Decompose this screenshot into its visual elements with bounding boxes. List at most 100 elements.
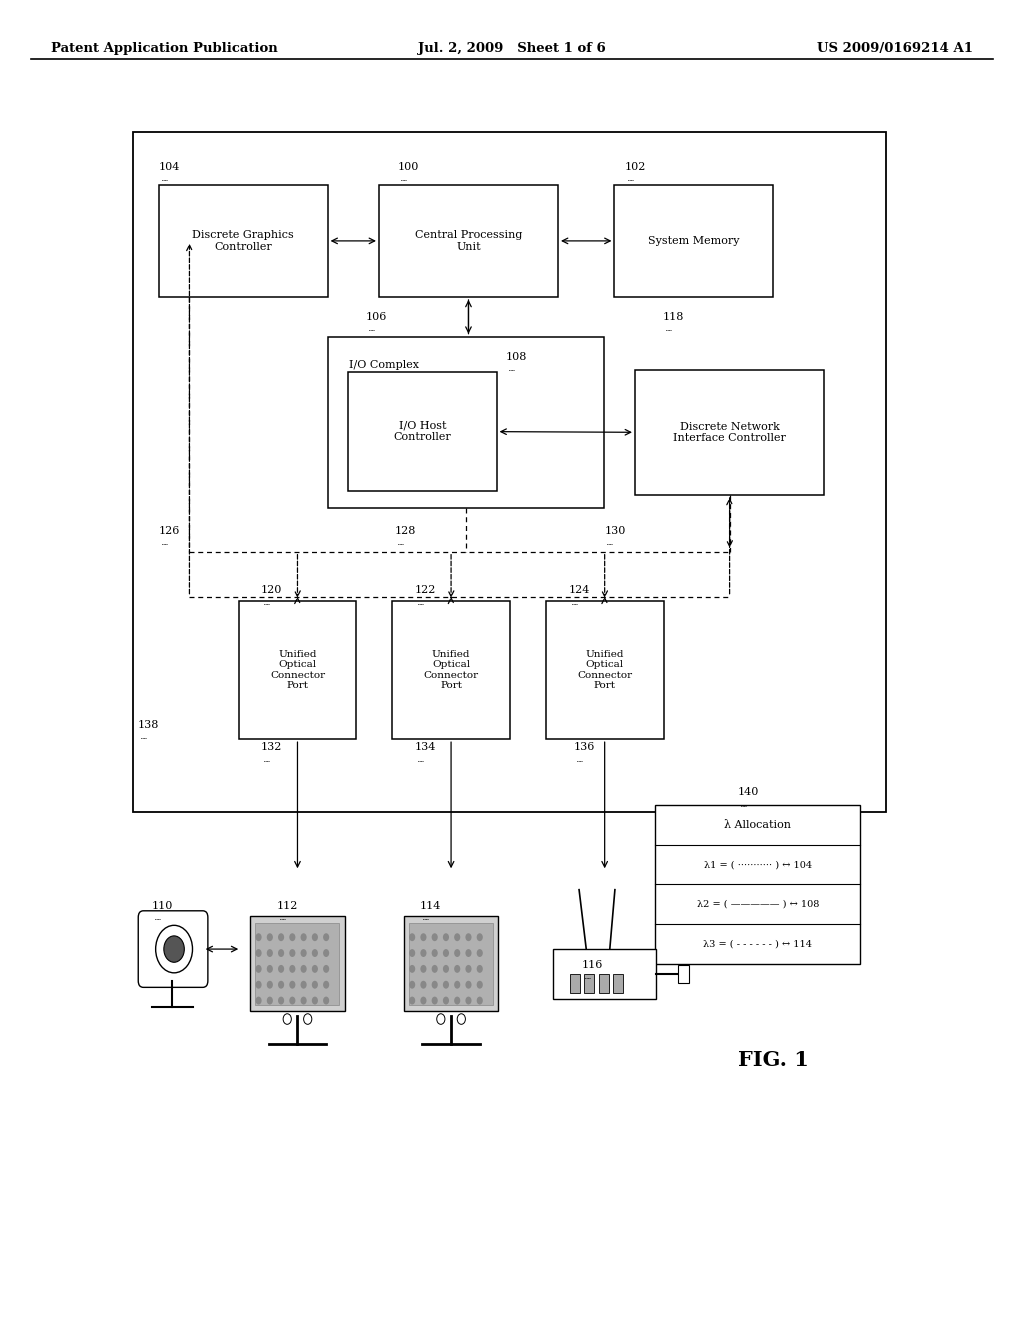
Circle shape [421, 965, 427, 973]
Circle shape [432, 965, 438, 973]
Circle shape [256, 933, 262, 941]
Text: ┈: ┈ [577, 758, 583, 767]
Text: 126: 126 [159, 525, 180, 536]
Text: ┈: ┈ [162, 541, 168, 550]
Text: λ3 = ( - - - - - - ) ↔ 114: λ3 = ( - - - - - - ) ↔ 114 [703, 940, 812, 948]
Text: Central Processing
Unit: Central Processing Unit [415, 230, 522, 252]
Text: FIG. 1: FIG. 1 [737, 1049, 809, 1071]
Text: ┈: ┈ [740, 803, 746, 812]
Text: ┈: ┈ [397, 541, 403, 550]
Text: ┈: ┈ [571, 601, 578, 610]
Circle shape [283, 1014, 292, 1024]
Text: 120: 120 [261, 585, 283, 595]
Bar [410, 923, 494, 1005]
Circle shape [442, 949, 449, 957]
Text: ┈: ┈ [585, 975, 591, 985]
Text: 130: 130 [604, 525, 626, 536]
Circle shape [301, 981, 307, 989]
Circle shape [477, 965, 483, 973]
Bar [635, 370, 824, 495]
Circle shape [409, 933, 416, 941]
Circle shape [312, 981, 318, 989]
Circle shape [432, 933, 438, 941]
Text: Unified
Optical
Connector
Port: Unified Optical Connector Port [424, 649, 478, 690]
Text: 100: 100 [397, 161, 419, 172]
Circle shape [312, 949, 318, 957]
Bar [569, 974, 580, 993]
Text: 104: 104 [159, 161, 180, 172]
Bar [348, 372, 497, 491]
Bar [159, 185, 328, 297]
Text: 112: 112 [276, 900, 298, 911]
Circle shape [256, 949, 262, 957]
Text: ┈: ┈ [400, 177, 407, 186]
Circle shape [312, 997, 318, 1005]
Text: ┈: ┈ [628, 177, 634, 186]
Circle shape [290, 997, 296, 1005]
Circle shape [256, 997, 262, 1005]
Circle shape [465, 965, 472, 973]
Text: 128: 128 [394, 525, 416, 536]
Circle shape [465, 997, 472, 1005]
Text: 106: 106 [366, 312, 387, 322]
Text: 108: 108 [506, 351, 527, 362]
Text: ┈: ┈ [666, 327, 672, 337]
Circle shape [304, 1014, 312, 1024]
Text: 124: 124 [568, 585, 590, 595]
Text: λ1 = ( ··········· ) ↔ 104: λ1 = ( ··········· ) ↔ 104 [703, 861, 812, 869]
Text: 138: 138 [137, 719, 159, 730]
Circle shape [267, 965, 273, 973]
Circle shape [279, 965, 285, 973]
Circle shape [455, 981, 461, 989]
Circle shape [409, 965, 416, 973]
Circle shape [421, 997, 427, 1005]
Text: ┈: ┈ [162, 177, 168, 186]
Text: System Memory: System Memory [648, 236, 739, 246]
Text: 114: 114 [420, 900, 441, 911]
Text: ┈: ┈ [264, 758, 270, 767]
Circle shape [455, 933, 461, 941]
Text: ┈: ┈ [369, 327, 375, 337]
Bar [256, 923, 340, 1005]
Text: 110: 110 [152, 900, 173, 911]
Circle shape [324, 997, 330, 1005]
Text: 132: 132 [261, 742, 283, 752]
Text: λ2 = ( ————— ) ↔ 108: λ2 = ( ————— ) ↔ 108 [696, 900, 819, 908]
Bar [598, 974, 608, 993]
Text: 102: 102 [625, 161, 646, 172]
Text: Unified
Optical
Connector
Port: Unified Optical Connector Port [270, 649, 325, 690]
Circle shape [465, 981, 472, 989]
Circle shape [409, 981, 416, 989]
Text: ┈: ┈ [423, 916, 429, 925]
Circle shape [455, 997, 461, 1005]
Circle shape [457, 1014, 465, 1024]
Text: ┈: ┈ [418, 601, 424, 610]
Circle shape [301, 997, 307, 1005]
Text: ┈: ┈ [155, 916, 161, 925]
Bar [546, 601, 664, 739]
Text: 116: 116 [582, 960, 603, 970]
Circle shape [324, 981, 330, 989]
Circle shape [465, 933, 472, 941]
Circle shape [290, 933, 296, 941]
Bar [133, 132, 886, 812]
Circle shape [477, 997, 483, 1005]
Circle shape [432, 949, 438, 957]
Circle shape [267, 933, 273, 941]
Bar [379, 185, 558, 297]
Circle shape [267, 949, 273, 957]
Circle shape [290, 981, 296, 989]
Circle shape [442, 933, 449, 941]
Circle shape [267, 997, 273, 1005]
Circle shape [290, 949, 296, 957]
Circle shape [432, 997, 438, 1005]
Text: I/O Complex: I/O Complex [349, 360, 419, 371]
Circle shape [465, 949, 472, 957]
Circle shape [442, 997, 449, 1005]
Text: Jul. 2, 2009   Sheet 1 of 6: Jul. 2, 2009 Sheet 1 of 6 [418, 42, 606, 55]
Text: ┈: ┈ [140, 735, 146, 744]
Bar [251, 916, 344, 1011]
Circle shape [455, 965, 461, 973]
Circle shape [421, 933, 427, 941]
Text: ┈: ┈ [607, 541, 613, 550]
